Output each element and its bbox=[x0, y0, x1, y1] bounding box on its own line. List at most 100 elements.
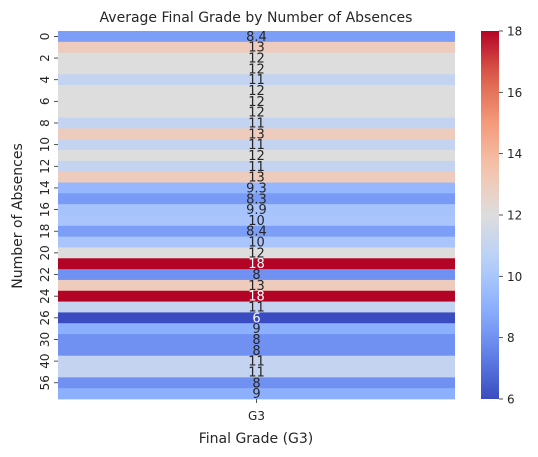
cell-annotation: 18 bbox=[248, 290, 265, 305]
cell-annotation: 12 bbox=[248, 149, 265, 164]
cell-annotation: 8.3 bbox=[246, 192, 267, 207]
heatmap-cell bbox=[58, 334, 455, 346]
heatmap-cell bbox=[58, 95, 455, 108]
chart-title: Average Final Grade by Number of Absence… bbox=[100, 10, 413, 26]
heatmap-cell bbox=[58, 204, 455, 216]
cell-annotation: 11 bbox=[248, 301, 265, 316]
heatmap-cell bbox=[58, 269, 455, 281]
heatmap-cell bbox=[58, 74, 455, 86]
heatmap-cell bbox=[58, 139, 455, 151]
cell-annotation: 13 bbox=[248, 279, 265, 294]
cell-annotation: 12 bbox=[248, 246, 265, 261]
cell-annotation: 12 bbox=[248, 95, 265, 110]
heatmap-cell bbox=[58, 128, 455, 140]
colorbar-tick-label: 10 bbox=[507, 270, 522, 284]
cell-annotation: 10 bbox=[248, 236, 265, 251]
cell-annotation: 12 bbox=[248, 52, 265, 67]
cell-annotation: 8 bbox=[252, 376, 260, 391]
cell-annotation: 6 bbox=[252, 311, 260, 326]
heatmap-cell bbox=[58, 344, 455, 357]
heatmap-cell bbox=[58, 323, 455, 335]
cell-annotation: 9.9 bbox=[246, 203, 267, 218]
y-tick-label: 8 bbox=[38, 119, 52, 127]
heatmap-cell bbox=[58, 52, 455, 64]
y-tick-label: 26 bbox=[38, 310, 52, 325]
cell-annotation: 11 bbox=[248, 160, 265, 175]
y-tick-label: 40 bbox=[38, 353, 52, 368]
x-axis-ticks: G3 bbox=[248, 399, 265, 423]
cell-annotation: 9 bbox=[252, 322, 260, 337]
y-tick-label: 14 bbox=[38, 180, 52, 195]
heatmap-cell bbox=[58, 258, 455, 270]
y-tick-label: 10 bbox=[38, 137, 52, 152]
heatmap-cell bbox=[58, 225, 455, 237]
heatmap-cell bbox=[58, 366, 455, 378]
cell-annotation: 8 bbox=[252, 268, 260, 283]
cell-annotation: 11 bbox=[248, 138, 265, 153]
y-tick-label: 0 bbox=[38, 33, 52, 41]
colorbar-tick-label: 12 bbox=[507, 209, 522, 223]
heatmap-cell bbox=[58, 377, 455, 389]
heatmap-cell bbox=[58, 85, 455, 97]
heatmap-cell bbox=[58, 171, 455, 183]
y-tick-label: 24 bbox=[38, 289, 52, 304]
cell-annotation: 12 bbox=[248, 62, 265, 77]
y-tick-label: 6 bbox=[38, 98, 52, 106]
cell-annotation: 12 bbox=[248, 84, 265, 99]
cell-annotation: 8.4 bbox=[246, 30, 267, 45]
y-tick-label: 20 bbox=[38, 245, 52, 260]
heatmap-cell bbox=[58, 388, 455, 400]
heatmap-cell bbox=[58, 117, 455, 129]
y-tick-label: 12 bbox=[38, 159, 52, 174]
colorbar-tick-label: 14 bbox=[507, 147, 522, 161]
cell-annotation: 8.4 bbox=[246, 225, 267, 240]
y-tick-label: 30 bbox=[38, 332, 52, 347]
y-tick-label: 22 bbox=[38, 267, 52, 282]
cell-annotation: 9 bbox=[252, 387, 260, 402]
heatmap-cell bbox=[58, 247, 455, 259]
cell-annotation: 11 bbox=[248, 355, 265, 370]
heatmap-cell bbox=[58, 279, 455, 292]
y-tick-label: 18 bbox=[38, 224, 52, 239]
colorbar-tick-label: 6 bbox=[507, 393, 515, 407]
heatmap-cell bbox=[58, 31, 455, 43]
heatmap-cell bbox=[58, 312, 455, 324]
heatmap-cells bbox=[58, 31, 455, 400]
colorbar-ticks: 6 8 10 12 14 16 18 bbox=[499, 25, 522, 407]
y-tick-label: 4 bbox=[38, 76, 52, 84]
heatmap-cell bbox=[58, 290, 455, 302]
heatmap-cell bbox=[58, 106, 455, 118]
cell-annotation: 11 bbox=[248, 117, 265, 132]
colorbar-tick-label: 8 bbox=[507, 331, 515, 345]
cell-annotation: 11 bbox=[248, 73, 265, 88]
cell-annotation: 8 bbox=[252, 344, 260, 359]
x-tick-label: G3 bbox=[248, 409, 265, 423]
heatmap-cell bbox=[58, 41, 455, 53]
heatmap-cell bbox=[58, 301, 455, 313]
cell-annotation: 13 bbox=[248, 171, 265, 186]
heatmap-cell bbox=[58, 160, 455, 173]
cell-annotation: 18 bbox=[248, 257, 265, 272]
cell-annotation: 8 bbox=[252, 333, 260, 348]
cell-annotation: 10 bbox=[248, 214, 265, 229]
heatmap-cell bbox=[58, 193, 455, 205]
y-axis-label: Number of Absences bbox=[10, 143, 26, 288]
colorbar-tick-label: 18 bbox=[507, 25, 522, 39]
heatmap-cell bbox=[58, 215, 455, 227]
cell-annotation: 13 bbox=[248, 41, 265, 56]
cell-annotations: 8.4131212111212121113111211139.38.39.910… bbox=[246, 30, 267, 402]
colorbar-tick-label: 16 bbox=[507, 86, 522, 100]
cell-annotation: 9.3 bbox=[246, 181, 267, 196]
cell-annotation: 12 bbox=[248, 106, 265, 121]
heatmap-cell bbox=[58, 355, 455, 367]
cell-annotation: 11 bbox=[248, 365, 265, 380]
heatmap-cell bbox=[58, 236, 455, 248]
x-axis-label: Final Grade (G3) bbox=[199, 431, 314, 447]
heatmap-cell bbox=[58, 150, 455, 162]
y-tick-label: 56 bbox=[38, 375, 52, 390]
y-tick-label: 2 bbox=[38, 54, 52, 62]
y-tick-label: 16 bbox=[38, 202, 52, 217]
heatmap-cell bbox=[58, 182, 455, 194]
